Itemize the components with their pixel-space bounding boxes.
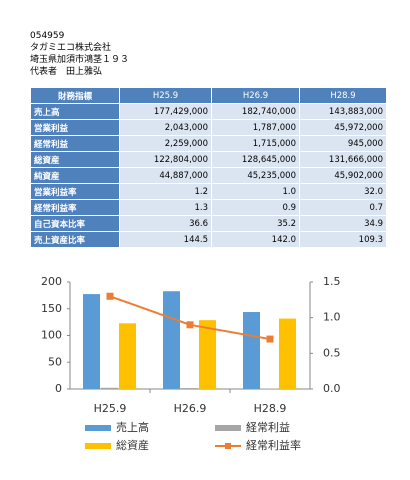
marker bbox=[266, 335, 274, 343]
address: 埼玉県加須市鴻茎１９３ bbox=[30, 55, 130, 65]
table-cell: 34.9 bbox=[299, 215, 387, 232]
legend-label: 総資産 bbox=[116, 438, 149, 452]
legend-label: 経常利益率 bbox=[246, 438, 301, 452]
table-row: 営業利益 2,043,000 1,787,000 45,972,000 bbox=[30, 119, 387, 136]
y-tick-label: 200 bbox=[41, 275, 62, 288]
y-tick-label: 100 bbox=[41, 329, 62, 342]
marker bbox=[106, 292, 114, 300]
table-cell: 2,259,000 bbox=[119, 135, 212, 152]
bar bbox=[243, 312, 260, 389]
table-cell: 144.5 bbox=[119, 231, 212, 248]
table-cell: 44,887,000 bbox=[119, 167, 212, 184]
table-cell: 1.3 bbox=[119, 199, 212, 216]
code: 054959 bbox=[30, 31, 65, 41]
table-cell: 143,883,000 bbox=[299, 103, 387, 120]
table-cell: 0.9 bbox=[211, 199, 300, 216]
table-cell: H25.9 bbox=[119, 87, 212, 104]
legend-swatch bbox=[225, 443, 231, 449]
table-row: 財務指標 H25.9 H26.9 H28.9 bbox=[30, 87, 387, 104]
bar bbox=[199, 320, 216, 389]
table-cell: 総資産 bbox=[30, 151, 120, 168]
table-cell: 1.2 bbox=[119, 183, 212, 200]
table-cell: 売上高 bbox=[30, 103, 120, 120]
y2-tick-label: 0.0 bbox=[323, 382, 341, 395]
x-tick-label: H26.9 bbox=[174, 402, 207, 415]
y-tick-label: 50 bbox=[48, 355, 62, 368]
table-cell: 142.0 bbox=[211, 231, 300, 248]
bar bbox=[279, 318, 296, 389]
table-cell: 財務指標 bbox=[30, 87, 120, 104]
company: タガミエコ株式会社 bbox=[30, 43, 112, 53]
table-cell: 45,235,000 bbox=[211, 167, 300, 184]
legend-swatch bbox=[85, 425, 111, 431]
table-cell: 営業利益 bbox=[30, 119, 120, 136]
table-cell: 128,645,000 bbox=[211, 151, 300, 168]
table-cell: 経常利益 bbox=[30, 135, 120, 152]
bar bbox=[119, 323, 136, 389]
table-cell: 1.0 bbox=[211, 183, 300, 200]
table-cell: 945,000 bbox=[299, 135, 387, 152]
bar bbox=[181, 388, 198, 389]
bar bbox=[261, 388, 278, 389]
table-cell: 35.2 bbox=[211, 215, 300, 232]
table-cell: 純資産 bbox=[30, 167, 120, 184]
table-cell: 売上資産比率 bbox=[30, 231, 120, 248]
table-cell: 45,972,000 bbox=[299, 119, 387, 136]
table-cell: 177,429,000 bbox=[119, 103, 212, 120]
table-cell: 営業利益率 bbox=[30, 183, 120, 200]
table-cell: 0.7 bbox=[299, 199, 387, 216]
table-cell: 1,715,000 bbox=[211, 135, 300, 152]
table-row: 総資産 122,804,000 128,645,000 131,666,000 bbox=[30, 151, 387, 168]
table-cell: 経常利益率 bbox=[30, 199, 120, 216]
table-cell: 45,902,000 bbox=[299, 167, 387, 184]
y2-tick-label: 1.5 bbox=[323, 275, 341, 288]
legend-label: 経常利益 bbox=[246, 420, 290, 434]
finance-table: 財務指標 H25.9 H26.9 H28.9 売上高 177,429,000 182,740… bbox=[30, 87, 387, 248]
table-cell: 36.6 bbox=[119, 215, 212, 232]
table-row: 経常利益率 1.3 0.9 0.7 bbox=[30, 199, 387, 216]
bar bbox=[101, 387, 118, 389]
legend-label: 売上高 bbox=[116, 420, 149, 434]
marker bbox=[186, 321, 194, 329]
bar bbox=[163, 291, 180, 389]
table-cell: 32.0 bbox=[299, 183, 387, 200]
table-row: 経常利益 2,259,000 1,715,000 945,000 bbox=[30, 135, 387, 152]
table-cell: 182,740,000 bbox=[211, 103, 300, 120]
legend-swatch bbox=[215, 425, 241, 431]
y-tick-label: 150 bbox=[41, 302, 62, 315]
table-row: 純資産 44,887,000 45,235,000 45,902,000 bbox=[30, 167, 387, 184]
bar bbox=[83, 294, 100, 389]
representative: 代表者 田上雅弘 bbox=[30, 67, 103, 77]
x-tick-label: H28.9 bbox=[254, 402, 287, 415]
table-cell: 自己資本比率 bbox=[30, 215, 120, 232]
x-tick-label: H25.9 bbox=[94, 402, 127, 415]
table-cell: 122,804,000 bbox=[119, 151, 212, 168]
table-row: 売上資産比率 144.5 142.0 109.3 bbox=[30, 231, 387, 248]
y2-tick-label: 1.0 bbox=[323, 311, 341, 324]
table-row: 営業利益率 1.2 1.0 32.0 bbox=[30, 183, 387, 200]
table-cell: 131,666,000 bbox=[299, 151, 387, 168]
y2-tick-label: 0.5 bbox=[323, 346, 341, 359]
legend-swatch bbox=[85, 443, 111, 449]
chart: 0 50 100 150 200 0.0 0.5 1.0 1.5 H25.9 H26.9 H28.9 売… bbox=[41, 275, 341, 452]
table-cell: 2,043,000 bbox=[119, 119, 212, 136]
table-cell: 109.3 bbox=[299, 231, 387, 248]
table-row: 自己資本比率 36.6 35.2 34.9 bbox=[30, 215, 387, 232]
table-cell: H26.9 bbox=[211, 87, 300, 104]
table-cell: H28.9 bbox=[299, 87, 387, 104]
table-row: 売上高 177,429,000 182,740,000 143,883,000 bbox=[30, 103, 387, 120]
y-tick-label: 0 bbox=[55, 382, 62, 395]
table-cell: 1,787,000 bbox=[211, 119, 300, 136]
